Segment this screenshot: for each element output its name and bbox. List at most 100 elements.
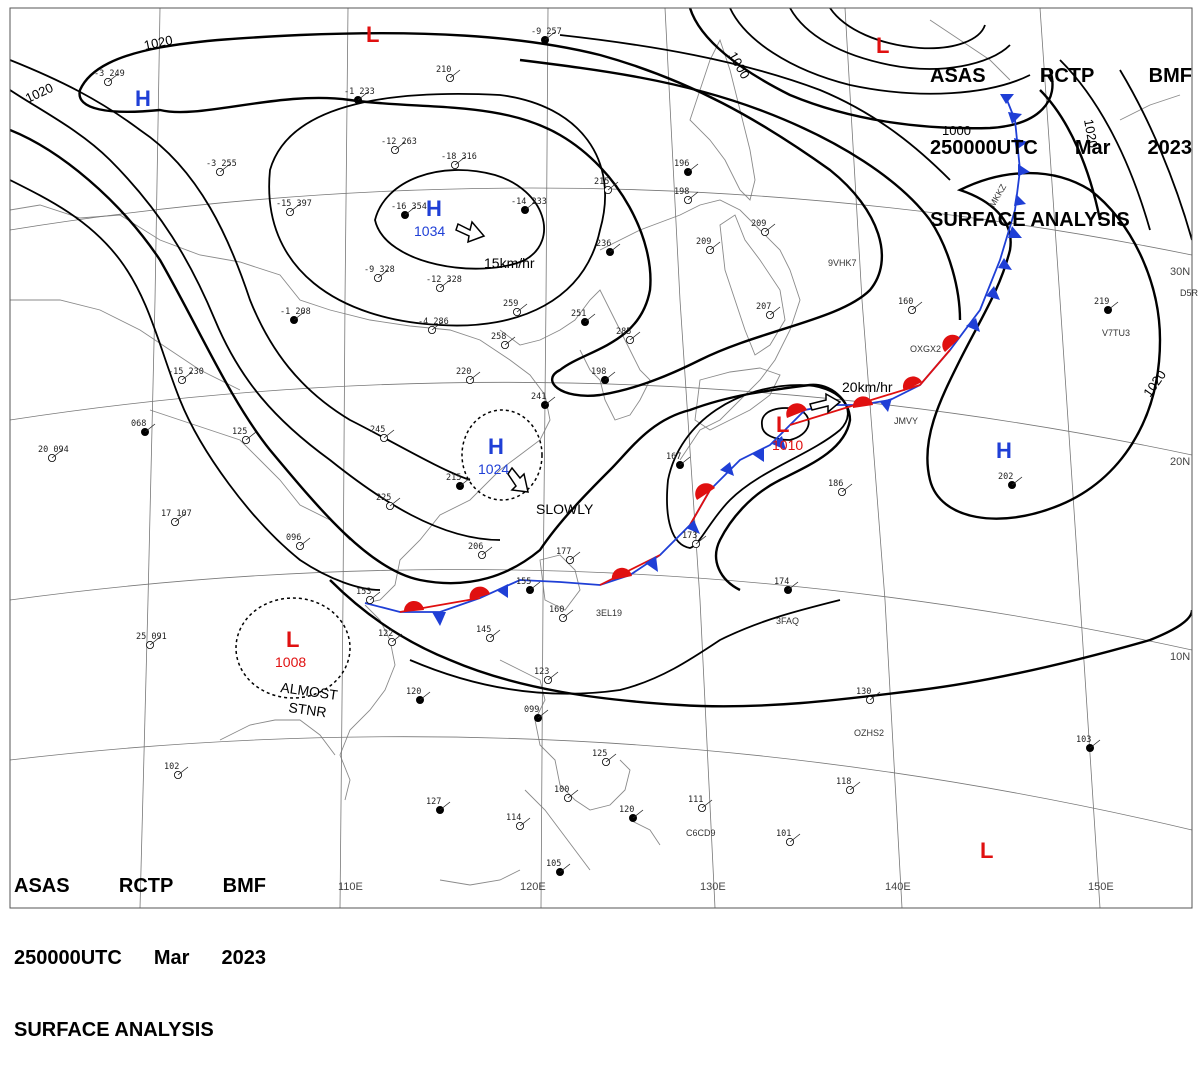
station-observation: -9 257 — [531, 27, 562, 37]
cold-front-symbol — [966, 318, 980, 332]
wind-barb — [245, 431, 257, 441]
station-observation: 215 — [446, 473, 461, 483]
wind-barb — [537, 709, 549, 719]
weather-chart: -9 257 210 -3 249 -1 233 -12 263 -18 316 -16 3… — [9, 7, 1199, 909]
wind-barb — [459, 477, 471, 487]
station-observation: 160 — [898, 297, 913, 307]
motion-label: ALMOST — [280, 679, 340, 703]
wind-barb — [524, 201, 536, 211]
header-line-2: 250000UTC Mar 2023 — [930, 136, 1192, 160]
header-source: BMF — [1148, 65, 1192, 87]
station-observation: 174 — [774, 577, 789, 587]
high-pressure-value: 1024 — [478, 461, 509, 477]
station-observation: -9 328 — [364, 265, 395, 275]
header-station: RCTP — [118, 875, 174, 897]
cold-front-symbol — [496, 584, 508, 598]
station-observation: 127 — [426, 797, 441, 807]
wind-barb — [869, 691, 881, 701]
ship-id: OXGX2 — [910, 344, 941, 354]
station-observation: 125 — [592, 749, 607, 759]
wind-barb — [516, 303, 528, 313]
wind-barb — [605, 753, 617, 763]
wind-barb — [469, 371, 481, 381]
isobar — [329, 579, 1192, 708]
station-observation: 118 — [836, 777, 851, 787]
station-observation: 100 — [554, 785, 569, 795]
isobar-label: 1000 — [725, 49, 752, 82]
station-observation: 258 — [491, 332, 506, 342]
wind-barb — [489, 629, 501, 639]
wind-barb — [369, 591, 381, 601]
pressure-centers: H H 1034 H 1024 H L 1010 L 1008 L L L — [135, 22, 1012, 863]
station-observation: 145 — [476, 625, 491, 635]
isobar — [729, 8, 1031, 95]
station-observation: 236 — [596, 239, 611, 249]
wind-barb — [1107, 301, 1119, 311]
cold-front-symbol — [1000, 94, 1014, 104]
ship-id: JMVY — [894, 416, 918, 426]
ship-id: 3EL19 — [596, 608, 622, 618]
wind-barb — [404, 206, 416, 216]
wind-barb — [454, 156, 466, 166]
wind-barb — [567, 789, 579, 799]
wind-barb — [289, 203, 301, 213]
latitude-line — [10, 569, 1192, 651]
wind-barb — [144, 423, 156, 433]
wind-barb — [149, 636, 161, 646]
wind-barb — [695, 535, 707, 545]
station-observation: 25 091 — [136, 632, 167, 642]
cold-front-symbol — [880, 398, 892, 412]
wind-barb — [174, 513, 186, 523]
station-observation: 125 — [232, 427, 247, 437]
cold-front-symbol — [1014, 138, 1028, 150]
high-pressure-letter: H — [996, 438, 1012, 463]
longitude-label: 120E — [520, 881, 546, 893]
wind-barb — [357, 91, 369, 101]
high-pressure-value: 1034 — [414, 223, 445, 239]
station-observation: 160 — [549, 605, 564, 615]
header-station: RCTP — [1039, 65, 1095, 87]
ship-id: D5R — [1180, 288, 1199, 298]
latitude-label: 20N — [1170, 456, 1190, 468]
station-observation: 173 — [682, 531, 697, 541]
station-observation: 130 — [856, 687, 871, 697]
isobar — [519, 58, 962, 321]
station-observation: -18 316 — [441, 152, 477, 162]
ship-id: 9VHK7 — [828, 258, 857, 268]
motion-arrow — [809, 392, 842, 414]
warm-front-symbol — [469, 586, 490, 600]
header-region: ASAS — [930, 65, 986, 87]
wind-barb — [299, 537, 311, 547]
station-observation: 196 — [674, 159, 689, 169]
wind-barb — [764, 223, 776, 233]
station-observation: 101 — [776, 829, 791, 839]
cold-front-symbol — [752, 448, 764, 462]
header-line-1: ASAS RCTP BMF — [14, 874, 266, 898]
dotted-circle — [461, 409, 543, 501]
longitude-label: 130E — [700, 881, 726, 893]
wind-barb — [293, 311, 305, 321]
wind-barb — [547, 671, 559, 681]
low-pressure-letter: L — [286, 627, 299, 652]
header-title: SURFACE ANALYSIS — [930, 209, 1130, 231]
wind-barb — [383, 429, 395, 439]
station-observation: 259 — [503, 299, 518, 309]
ship-id: OZHS2 — [854, 728, 884, 738]
wind-barb — [709, 241, 721, 251]
wind-barb — [544, 31, 556, 41]
ship-id: V7TU3 — [1102, 328, 1130, 338]
wind-barb — [787, 581, 799, 591]
header-year: 2023 — [221, 947, 266, 969]
wind-barb — [394, 141, 406, 151]
station-observation: -1 208 — [280, 307, 311, 317]
wind-barb — [1011, 476, 1023, 486]
isobar-label: 1020 — [23, 80, 56, 106]
station-observation: 206 — [468, 542, 483, 552]
high-pressure-letter: H — [426, 196, 442, 221]
wind-barb — [632, 809, 644, 819]
cold-front-symbol — [720, 462, 734, 476]
header-time: 250000UTC — [14, 947, 122, 969]
front-line — [364, 94, 1021, 613]
motion-arrow — [507, 466, 529, 493]
isobar-label: 1020 — [1140, 367, 1169, 399]
